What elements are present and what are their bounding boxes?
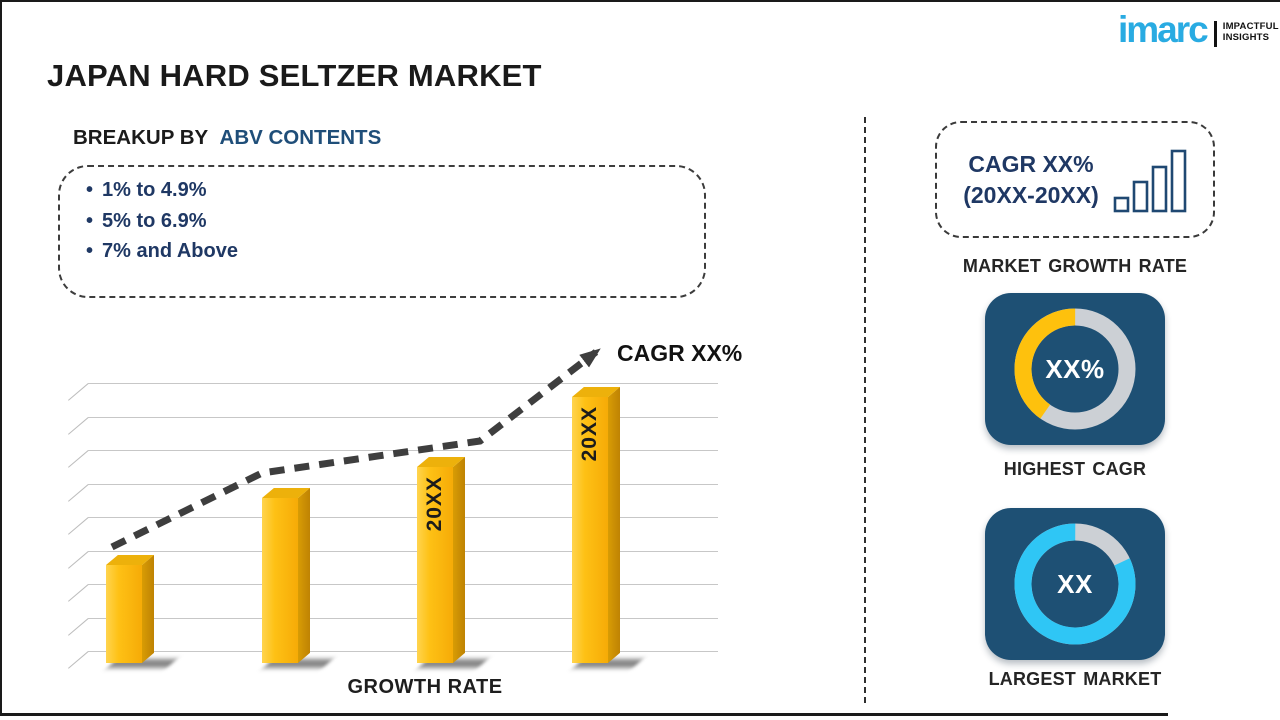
frame-bottom-border [0, 713, 1168, 716]
bar-20xx-a: 20XX [417, 455, 488, 668]
bar-front-face [106, 565, 142, 663]
highest-cagr-card: XX% [985, 293, 1165, 445]
trend-arrow [110, 348, 601, 551]
cagr-value: CAGR XX% [968, 151, 1094, 178]
growth-bars-icon [1113, 149, 1187, 212]
gridline [88, 483, 718, 485]
largest-market-donut [1014, 523, 1136, 645]
trend-cagr-label: CAGR XX% [617, 340, 743, 366]
logo-tagline-line1: IMPACTFUL [1222, 21, 1279, 32]
bar-front-face: 20XX [572, 397, 608, 663]
list-item: 5% to 6.9% [86, 206, 704, 237]
bar-front-face [262, 497, 298, 663]
list-item: 1% to 4.9% [86, 175, 704, 206]
cagr-box-text: CAGR XX% (20XX-20XX) [963, 149, 1099, 210]
abv-contents-list: 1% to 4.9% 5% to 6.9% 7% and Above [86, 175, 704, 267]
gridline [88, 517, 718, 518]
gridline [88, 651, 718, 652]
bar-20xx-b: 20XX [572, 385, 643, 668]
imarc-logo-wordmark: imarc [1118, 9, 1209, 50]
cagr-box: CAGR XX% (20XX-20XX) [935, 121, 1215, 238]
frame-left-border [0, 0, 2, 716]
bar-2015 [106, 553, 177, 668]
breakup-heading: BREAKUP BY ABV CONTENTS [73, 126, 381, 150]
highest-cagr-value: XX% [1045, 353, 1105, 384]
gridline [88, 383, 718, 384]
gridline [88, 584, 718, 585]
highest-cagr-caption: HIGHEST CAGR [1003, 459, 1147, 479]
bar-front-face: 20XX [417, 467, 453, 663]
largest-market-value: XX [1057, 568, 1093, 599]
market-growth-rate-caption: MARKET GROWTH RATE [962, 256, 1188, 276]
largest-market-caption: LARGEST MARKET [988, 669, 1162, 689]
gridline [88, 617, 718, 619]
largest-market-card: XX [985, 508, 1165, 660]
list-item: 7% and Above [86, 236, 704, 267]
bar-2 [262, 486, 333, 668]
section-divider [864, 117, 866, 703]
frame-top-border [0, 0, 1280, 2]
trend-dashed-path [110, 348, 601, 551]
breakup-heading-prefix: BREAKUP BY [73, 126, 208, 149]
imarc-logo: imarc IMPACTFUL INSIGHTS [1118, 9, 1279, 50]
logo-tagline: IMPACTFUL INSIGHTS [1223, 21, 1279, 44]
logo-tagline-line2: INSIGHTS [1222, 32, 1270, 44]
logo-separator [1213, 21, 1217, 47]
breakup-heading-highlight: ABV CONTENTS [219, 126, 382, 149]
page-title: JAPAN HARD SELTZER MARKET [47, 58, 542, 93]
gridline [88, 416, 718, 418]
abv-contents-box: 1% to 4.9% 5% to 6.9% 7% and Above [58, 165, 706, 298]
donut-arc [1014, 523, 1136, 645]
cagr-period: (20XX-20XX) [963, 181, 1099, 208]
gridline [88, 550, 718, 552]
donut-arc [1014, 308, 1136, 430]
highest-cagr-donut [1014, 308, 1136, 430]
x-axis-label: GROWTH RATE [347, 676, 503, 698]
